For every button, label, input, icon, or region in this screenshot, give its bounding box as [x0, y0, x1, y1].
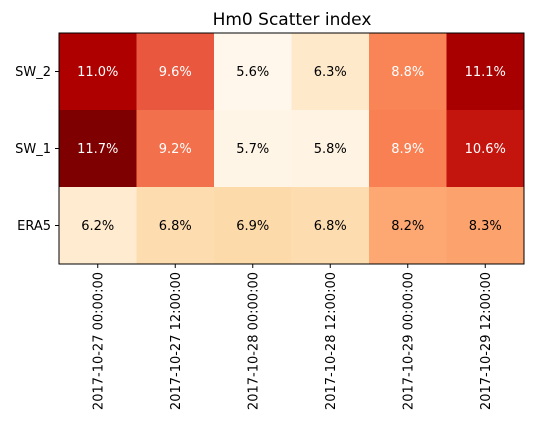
heatmap-cell-2-1 [136, 187, 215, 265]
x-tick-label-0: 2017-10-27 00:00:00 [91, 272, 106, 410]
heatmap-cell-1-5 [446, 110, 525, 188]
cell-label-0-4: 8.8% [391, 65, 424, 80]
cell-label-0-3: 6.3% [314, 65, 347, 80]
y-tick-label-1: SW_1 [15, 142, 51, 157]
cell-label-0-0: 11.0% [77, 65, 118, 80]
cell-label-0-1: 9.6% [159, 65, 192, 80]
heatmap-cell-1-2 [214, 110, 292, 188]
cell-label-2-1: 6.8% [159, 219, 192, 234]
cell-label-0-2: 5.6% [236, 65, 269, 80]
heatmap-cell-2-3 [291, 187, 370, 265]
cell-label-1-0: 11.7% [77, 142, 118, 157]
y-tick-label-2: ERA5 [17, 219, 51, 234]
x-tick-label-4: 2017-10-29 00:00:00 [401, 272, 416, 410]
cell-label-2-0: 6.2% [81, 219, 114, 234]
heatmap-cell-1-4 [369, 110, 447, 188]
heatmap-cell-0-3 [291, 33, 370, 111]
cell-label-2-4: 8.2% [391, 219, 424, 234]
cell-label-2-2: 6.9% [236, 219, 269, 234]
x-tick-label-1: 2017-10-27 12:00:00 [169, 272, 184, 410]
y-axis-ticks: SW_2 SW_1 ERA5 [15, 65, 59, 234]
x-axis-ticks: 2017-10-27 00:00:00 2017-10-27 12:00:00 20… [91, 264, 494, 410]
heatmap-cells [59, 33, 525, 265]
heatmap-cell-0-1 [136, 33, 215, 111]
x-tick-label-3: 2017-10-28 12:00:00 [324, 272, 339, 410]
x-tick-label-5: 2017-10-29 12:00:00 [479, 272, 494, 410]
heatmap-cell-0-4 [369, 33, 447, 111]
heatmap-cell-2-2 [214, 187, 292, 265]
cell-label-2-3: 6.8% [314, 219, 347, 234]
heatmap-cell-0-5 [446, 33, 525, 111]
heatmap-cell-0-2 [214, 33, 292, 111]
chart-title: Hm0 Scatter index [213, 10, 372, 30]
heatmap-cell-2-0 [59, 187, 137, 265]
heatmap-cell-2-4 [369, 187, 447, 265]
cell-label-2-5: 8.3% [469, 219, 502, 234]
heatmap-cell-labels: 11.0% 9.6% 5.6% 6.3% 8.8% 11.1% 11.7% 9.2% 5.7% 5… [77, 65, 506, 234]
y-tick-label-0: SW_2 [15, 65, 51, 80]
cell-label-1-4: 8.9% [391, 142, 424, 157]
heatmap-cell-2-5 [446, 187, 525, 265]
x-tick-label-2: 2017-10-28 00:00:00 [246, 272, 261, 410]
heatmap-cell-1-1 [136, 110, 215, 188]
cell-label-0-5: 11.1% [465, 65, 506, 80]
cell-label-1-1: 9.2% [159, 142, 192, 157]
heatmap-cell-1-0 [59, 110, 137, 188]
heatmap-cell-0-0 [59, 33, 137, 111]
cell-label-1-5: 10.6% [465, 142, 506, 157]
cell-label-1-3: 5.8% [314, 142, 347, 157]
heatmap-cell-1-3 [291, 110, 370, 188]
cell-label-1-2: 5.7% [236, 142, 269, 157]
